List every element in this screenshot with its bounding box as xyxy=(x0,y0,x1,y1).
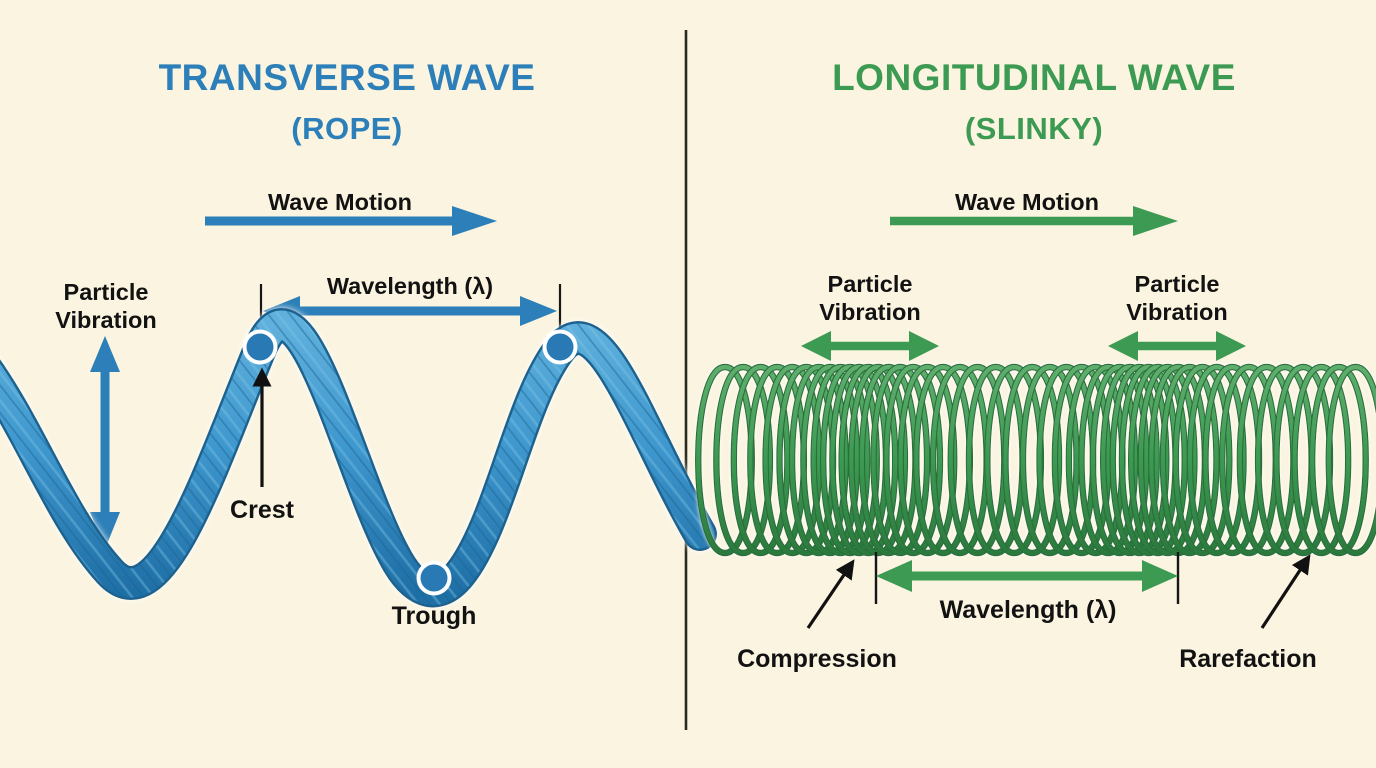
right-title-main: LONGITUDINAL WAVE xyxy=(832,57,1236,98)
rarefaction-pointer-arrow xyxy=(1260,554,1311,629)
left-wave-motion-label: Wave Motion xyxy=(268,189,412,215)
right-particle-vibration-right-arrow xyxy=(1108,331,1246,361)
right-particle-vibration-left-line2: Vibration xyxy=(819,299,920,325)
slinky-coil-loop-fill xyxy=(1292,364,1351,556)
slinky-coil-loop-fill xyxy=(1256,364,1314,556)
left-particle-vibration-arrow xyxy=(90,336,120,549)
slinky-coil-loop-fill xyxy=(696,364,754,556)
slinky-coil-loop-fill xyxy=(1079,364,1138,556)
left-particle-vibration-label-line1: Particle xyxy=(64,279,149,305)
slinky-coil-loop-fill xyxy=(898,364,957,556)
slinky-coil-loop-fill xyxy=(931,364,989,556)
left-wave-motion-arrow xyxy=(205,206,497,236)
left-title-main: TRANSVERSE WAVE xyxy=(159,57,536,98)
slinky-coil-loop-fill xyxy=(1326,364,1376,556)
right-panel-longitudinal: LONGITUDINAL WAVE (SLINKY) Wave Motion P… xyxy=(695,57,1376,673)
slinky-coil-loop-fill xyxy=(1274,364,1333,556)
right-wavelength-label: Wavelength (λ) xyxy=(940,596,1117,624)
slinky-coil-loop-fill xyxy=(1160,364,1219,556)
slinky-coil-loop-fill xyxy=(1237,364,1296,556)
slinky-coil-loop-fill xyxy=(948,364,1007,556)
slinky-coil xyxy=(695,363,1376,557)
right-wave-motion-arrow xyxy=(890,206,1178,236)
trough-marker xyxy=(416,560,452,596)
slinky-coil-loop-fill xyxy=(966,364,1025,556)
slinky-coil-loop-fill xyxy=(830,364,888,556)
right-particle-vibration-left-line1: Particle xyxy=(828,271,913,297)
right-wave-motion-label: Wave Motion xyxy=(955,189,1099,215)
slinky-coil-loop-fill xyxy=(1110,364,1169,556)
slinky-coil-loop-fill xyxy=(859,364,918,556)
slinky-coil-loop-fill xyxy=(821,364,879,556)
right-particle-vibration-right-line2: Vibration xyxy=(1126,299,1227,325)
trough-label: Trough xyxy=(392,602,477,630)
left-wavelength-label: Wavelength (λ) xyxy=(327,273,493,299)
crest-marker-1 xyxy=(242,329,278,365)
compression-pointer-arrow xyxy=(806,559,855,629)
left-particle-vibration-label-line2: Vibration xyxy=(55,307,156,333)
right-wavelength-arrow xyxy=(876,560,1178,592)
slinky-coil-loop-fill xyxy=(1119,364,1178,556)
slinky-coil-loop-fill xyxy=(748,364,806,556)
slinky-coil-loop-fill xyxy=(1037,364,1096,556)
slinky-coil-loop-fill xyxy=(914,364,972,556)
slinky-coil-loop-fill xyxy=(1187,364,1246,556)
slinky-coil-loop-fill xyxy=(1003,364,1062,556)
right-title-sub: (SLINKY) xyxy=(965,111,1103,146)
crest-marker-2 xyxy=(542,329,578,365)
compression-label: Compression xyxy=(737,645,897,673)
rarefaction-label: Rarefaction xyxy=(1179,645,1317,673)
right-particle-vibration-right-line1: Particle xyxy=(1135,271,1220,297)
slinky-coil-loop-fill xyxy=(1310,364,1368,556)
slinky-coil-loop-fill xyxy=(1220,364,1278,556)
crest-label: Crest xyxy=(230,496,295,524)
slinky-coil-loop-fill xyxy=(871,364,930,556)
left-title-sub: (ROPE) xyxy=(291,111,403,146)
slinky-coil-loop-fill xyxy=(790,364,848,556)
slinky-coil-loop-fill xyxy=(985,364,1043,556)
left-panel-transverse: TRANSVERSE WAVE (ROPE) Wave Motion Wavel… xyxy=(0,57,717,630)
right-particle-vibration-left-arrow xyxy=(801,331,939,361)
slinky-coil-loop-fill xyxy=(1203,364,1262,556)
